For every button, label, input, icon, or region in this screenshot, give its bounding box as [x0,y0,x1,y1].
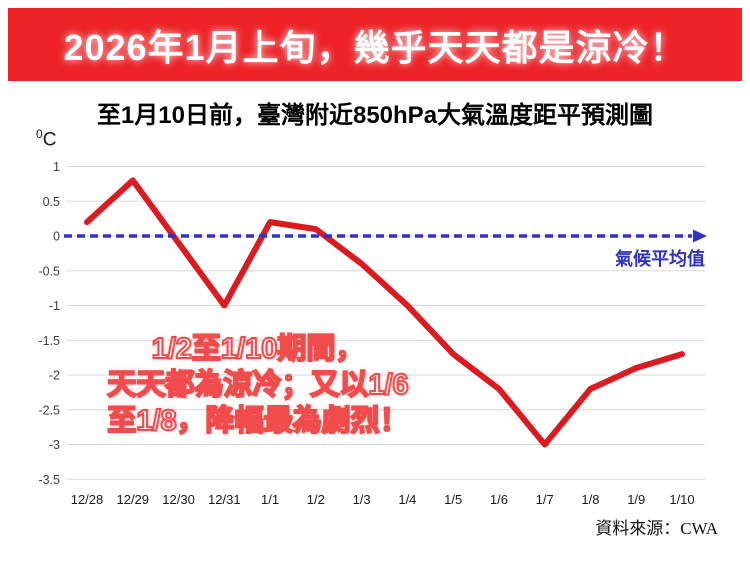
annotation-line-1: 1/2至1/10期間， [151,332,366,366]
x-tick-label: 1/4 [398,492,416,507]
headline-banner: 2026年1月上旬，幾乎天天都是涼冷！ [8,8,742,81]
x-tick-label: 1/6 [490,492,508,507]
x-tick-label: 12/28 [71,492,104,507]
annotation-line-2: 天天都為涼冷；又以1/6 [106,368,409,402]
headline-text: 2026年1月上旬，幾乎天天都是涼冷！ [63,26,687,68]
chart-title: 至1月10日前，臺灣附近850hPa大氣溫度距平預測圖 [96,102,654,129]
annotation-callout: 1/2至1/10期間， 天天都為涼冷；又以1/6 至1/8，降幅最為劇烈！ [88,331,428,439]
reference-line-label: 氣候平均值 [615,249,705,269]
x-tick-label: 1/8 [581,492,599,507]
y-axis-tick-labels: 1 0.5 0 -0.5 -1 -1.5 -2 -2.5 -3 -3.5 [38,160,60,487]
arrowhead-icon [693,229,707,243]
y-tick-label: -2.5 [38,403,60,417]
x-tick-label: 12/30 [162,492,195,507]
x-tick-label: 12/29 [116,492,149,507]
y-tick-label: -1.5 [38,334,60,348]
unit-superscript: 0 [36,127,43,141]
y-tick-label: 0.5 [43,195,60,209]
x-tick-label: 1/5 [444,492,462,507]
anomaly-line [84,177,685,448]
x-axis-tick-labels: 12/28 12/29 12/30 12/31 1/1 1/2 1/3 1/4 1/5 1/6 1/… [71,492,695,507]
y-tick-label: 1 [53,160,60,174]
x-tick-label: 12/31 [208,492,241,507]
x-tick-label: 1/10 [669,492,694,507]
y-tick-label: -1 [49,299,60,313]
y-tick-label: -0.5 [38,264,60,278]
data-source: 資料來源：CWA [595,519,718,538]
y-tick-label: -2 [49,369,60,383]
annotation-line-3: 至1/8，降幅最為劇烈！ [106,404,409,438]
x-tick-label: 1/9 [627,492,645,507]
y-tick-label: -3.5 [38,473,60,487]
y-axis-unit-label: 0C [36,127,56,151]
x-tick-label: 1/2 [307,492,325,507]
x-tick-label: 1/7 [536,492,554,507]
x-tick-label: 1/3 [353,492,371,507]
x-tick-label: 1/1 [261,492,279,507]
unit-base: C [42,129,57,151]
y-tick-label: -3 [49,438,60,452]
y-tick-label: 0 [53,230,60,244]
